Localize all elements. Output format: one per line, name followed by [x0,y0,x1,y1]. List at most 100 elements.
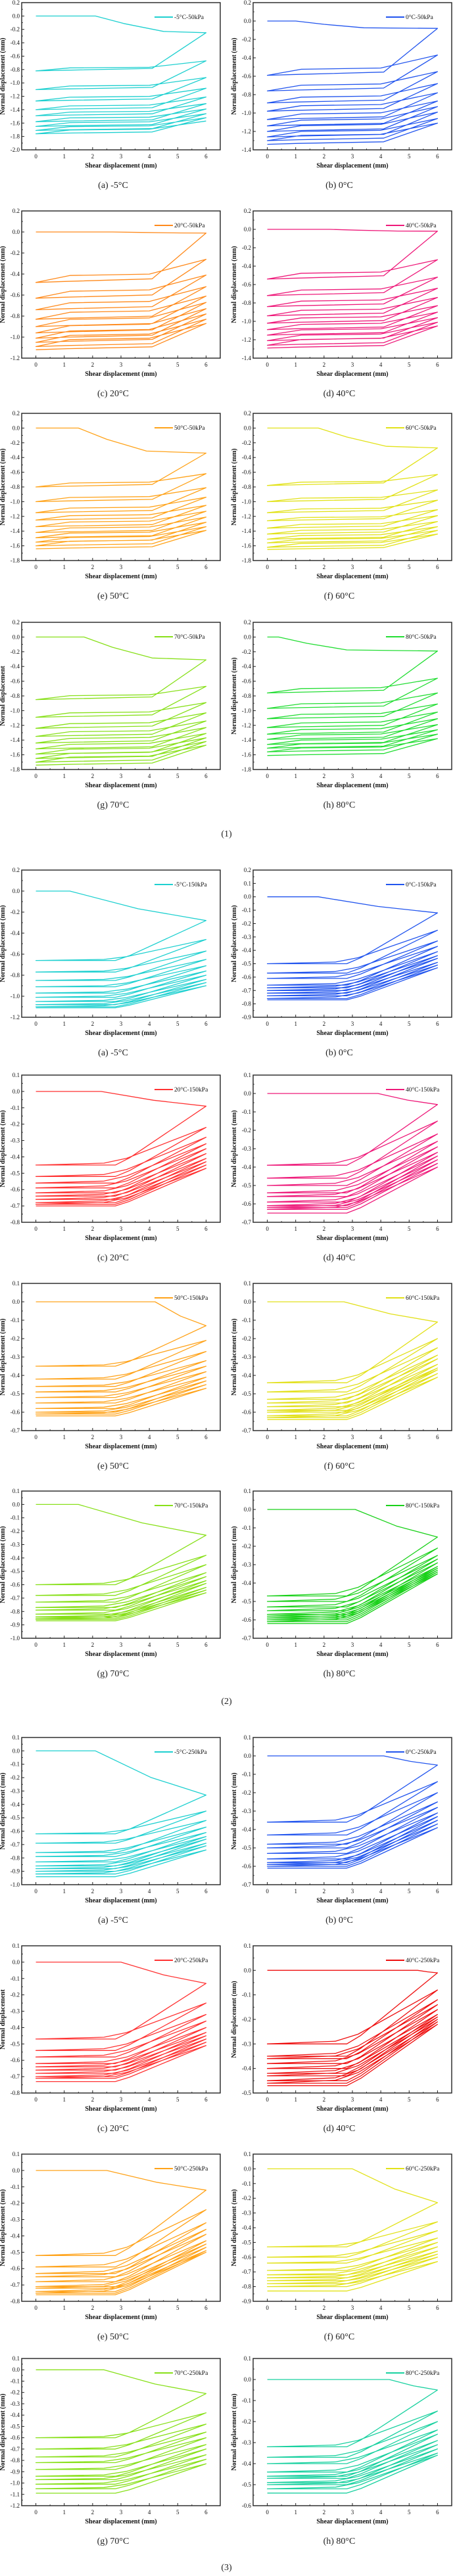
y-tick-label: 0.1 [244,1488,251,1494]
y-tick-label: -0.4 [242,947,252,954]
y-axis-label: Normal displacement (mm) [0,1110,7,1187]
y-tick-label: -0.1 [11,2184,20,2190]
chart-panel: -0.9 -0.8 -0.7 -0.6 -0.5 -0.4 -0.3 -0.2 -0.1 0.0 0… [231,2151,452,2321]
x-axis-label: Shear displacement (mm) [316,2105,388,2113]
panel-caption: (d) 40°C [323,2124,356,2134]
legend-label: 20°C-50kPa [174,222,205,229]
y-tick-label: 0.0 [12,1747,20,1754]
y-tick-label: -0.2 [242,2418,251,2425]
x-tick-label: 4 [379,1021,383,1027]
y-tick-label: -0.5 [11,1170,20,1176]
y-tick-label: 0.0 [244,1299,252,1305]
y-tick-label: -0.8 [11,2090,20,2096]
x-tick-label: 6 [204,2305,208,2311]
x-tick-label: 0 [266,564,269,570]
x-tick-label: 6 [436,1642,439,1648]
y-tick-label: -0.8 [11,1219,20,1226]
x-tick-label: 4 [148,773,151,779]
y-tick-label: -0.4 [242,1826,252,1833]
cycle-curve [266,229,439,349]
x-tick-label: 1 [294,2509,297,2516]
y-tick-label: -0.7 [11,1841,20,1848]
y-tick-label: -0.2 [11,1992,20,1998]
y-tick-label: -1.2 [242,128,251,135]
x-tick-label: 3 [351,2305,354,2311]
y-tick-label: -0.8 [242,91,252,98]
legend-label: 70°C-150kPa [174,1502,208,1509]
y-tick-label: -0.4 [242,55,252,61]
y-axis-label: Normal displacement (mm) [0,2189,7,2266]
y-tick-label: 0.0 [244,1967,252,1973]
y-tick-label: -1.0 [11,1881,20,1888]
plot-frame [21,1074,221,1223]
chart-panel: -2.0 -1.8 -1.6 -1.4 -1.2 -1.0 -0.8 -0.6 -0.4 -0.2… [0,0,221,170]
y-tick-label: 0.0 [244,18,252,24]
y-tick-label: -1.2 [11,2502,20,2509]
y-tick-label: -0.5 [242,2481,252,2488]
chart-panel: -1.4 -1.2 -1.0 -0.8 -0.6 -0.4 -0.2 0.0 0.2 0 1 2 3 4 5… [231,208,452,378]
x-tick-label: 1 [294,1642,297,1648]
y-tick-label: -0.8 [11,693,20,699]
panel-caption: (d) 40°C [323,389,356,399]
x-tick-label: 6 [204,773,208,779]
y-tick-label: -1.1 [11,2491,20,2498]
x-axis-label: Shear displacement (mm) [85,2314,156,2321]
y-axis-label: Normal displacement (mm) [231,2189,238,2266]
x-tick-label: 6 [204,2509,208,2516]
y-tick-label: -1.4 [11,528,20,534]
y-tick-label: -0.7 [242,1427,252,1434]
x-axis-label: Shear displacement (mm) [316,371,388,378]
y-tick-label: -0.7 [242,987,252,994]
y-tick-label: -0.4 [11,454,20,461]
x-tick-label: 1 [62,773,66,779]
y-tick-label: -1.2 [11,1014,20,1021]
x-tick-label: 3 [351,153,354,160]
y-tick-label: 0.0 [12,1088,20,1095]
x-tick-label: 3 [351,564,354,570]
y-axis-label: Normal displacement (mm) [0,1526,7,1603]
y-tick-label: 0.0 [12,1299,20,1305]
x-tick-label: 0 [266,361,269,368]
y-tick-label: -0.5 [11,1814,20,1821]
panel-caption: (h) 80°C [323,800,356,810]
x-tick-label: 2 [91,1226,95,1232]
legend-label: 50°C-150kPa [174,1295,208,1302]
legend-label: 0°C-50kPa [406,14,434,21]
legend-label: 20°C-250kPa [174,1957,208,1964]
x-tick-label: 3 [351,1021,354,1027]
y-tick-label: 0.0 [12,1501,20,1507]
y-tick-label: -0.7 [242,2268,252,2275]
x-tick-label: 3 [351,1226,354,1232]
x-axis-label: Shear displacement (mm) [316,1443,388,1450]
y-tick-label: -0.3 [11,1541,20,1548]
plot-frame [21,2,221,150]
x-axis-label: Shear displacement (mm) [316,1030,388,1037]
y-tick-label: -0.1 [11,1975,20,1982]
x-tick-label: 0 [34,1434,37,1440]
y-tick-label: -0.6 [11,2435,20,2441]
x-axis-label: Shear displacement (mm) [85,2518,156,2525]
y-tick-label: -0.6 [242,1201,252,1207]
legend-label: 80°C-250kPa [406,2370,440,2377]
y-tick-label: -0.4 [242,2460,252,2467]
y-axis-label: Normal displacement (mm) [231,1110,238,1187]
y-tick-label: -0.6 [11,951,20,957]
y-tick-label: 0.1 [12,1943,20,1949]
y-tick-label: -0.4 [242,2065,252,2072]
y-tick-label: 0.0 [244,1090,252,1097]
y-axis-label: Normal displacement (mm) [231,246,238,323]
y-tick-label: 0.0 [12,229,20,235]
x-tick-label: 2 [91,1888,95,1895]
y-tick-label: -0.3 [242,1808,252,1814]
y-tick-label: -0.7 [242,1635,252,1642]
y-tick-label: 0.0 [244,2165,252,2172]
x-tick-label: 6 [204,564,208,570]
y-tick-label: -0.7 [11,1595,20,1601]
x-tick-label: 5 [408,1434,411,1440]
x-tick-label: 1 [294,1226,297,1232]
x-tick-label: 2 [91,2509,95,2516]
x-tick-label: 5 [408,2509,411,2516]
y-tick-label: -1.4 [242,147,252,153]
y-tick-label: 0.1 [244,1072,251,1078]
x-tick-label: 2 [323,361,326,368]
